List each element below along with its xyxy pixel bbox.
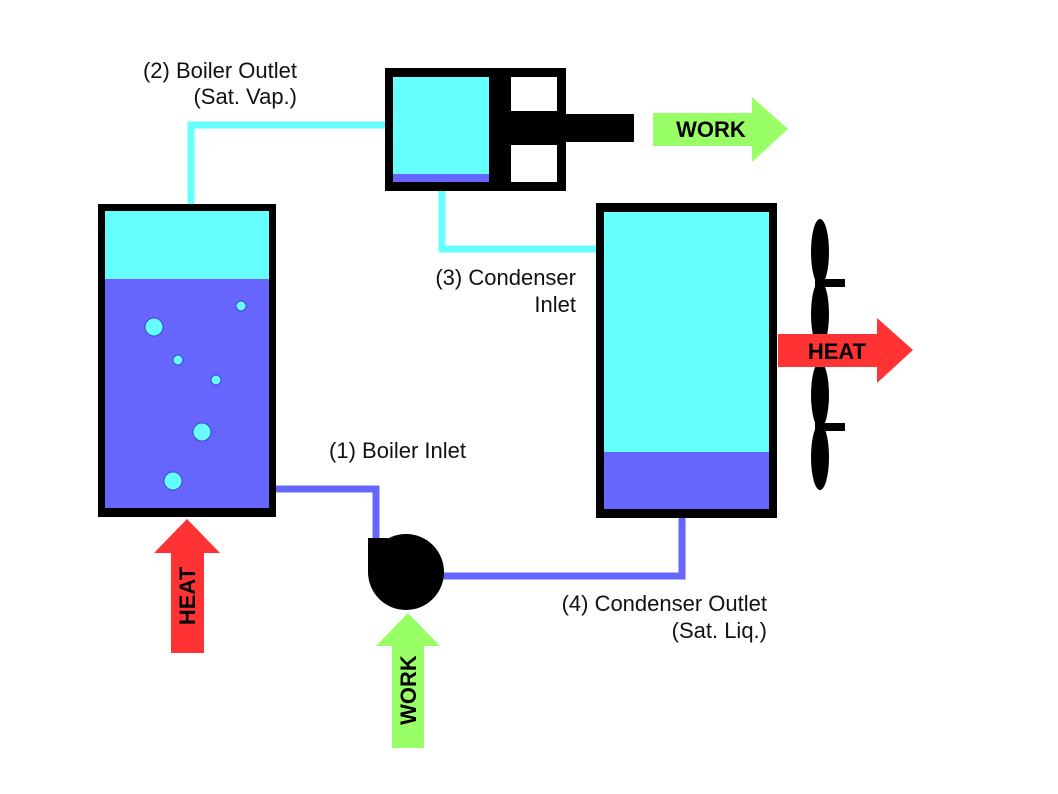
- pump-work-label: WORK: [396, 655, 421, 725]
- turbine-condensate: [393, 174, 489, 182]
- pipe-condenser-to-pump: [405, 512, 686, 580]
- condenser-heat-arrow: HEAT: [778, 318, 913, 383]
- pump: [368, 534, 444, 610]
- turbine-work-arrow: WORK: [653, 97, 788, 162]
- boiler-heat-arrow: HEAT: [154, 519, 220, 653]
- bubble: [192, 422, 212, 442]
- boiler-inlet-label: (1) Boiler Inlet: [329, 438, 466, 463]
- condenser-vapor-region: [604, 212, 769, 452]
- pipe-turbine-to-condenser: [438, 190, 600, 253]
- piston-rod: [504, 114, 634, 142]
- bubble: [210, 374, 222, 386]
- bubble: [172, 354, 184, 366]
- boiler-heat-label: HEAT: [175, 566, 200, 625]
- condenser-heat-label: HEAT: [808, 339, 867, 364]
- bubble: [235, 300, 247, 312]
- boiler: [98, 204, 276, 517]
- fan-icon: [811, 219, 845, 490]
- boiler-liquid-region: [105, 279, 269, 508]
- bubble: [144, 317, 164, 337]
- condenser-inlet-sublabel: Inlet: [534, 292, 576, 317]
- pump-work-arrow: WORK: [376, 613, 440, 748]
- turbine-vapor-region: [393, 77, 489, 174]
- condenser-outlet-sublabel: (Sat. Liq.): [672, 618, 767, 643]
- condenser-liquid-region: [604, 452, 769, 509]
- turbine: [385, 68, 634, 191]
- condenser: [596, 203, 777, 518]
- condenser-outlet-label: (4) Condenser Outlet: [562, 591, 767, 616]
- boiler-outlet-label: (2) Boiler Outlet: [143, 58, 297, 83]
- cylinder-gap: [511, 77, 557, 111]
- pipe-pump-to-boiler: [270, 485, 380, 545]
- bubble: [163, 471, 183, 491]
- pipe-boiler-to-turbine: [187, 121, 392, 210]
- turbine-work-label: WORK: [676, 117, 746, 142]
- condenser-inlet-label: (3) Condenser: [435, 265, 576, 290]
- boiler-vapor-region: [105, 211, 269, 279]
- boiler-outlet-sublabel: (Sat. Vap.): [193, 84, 297, 109]
- cylinder-gap: [511, 145, 557, 182]
